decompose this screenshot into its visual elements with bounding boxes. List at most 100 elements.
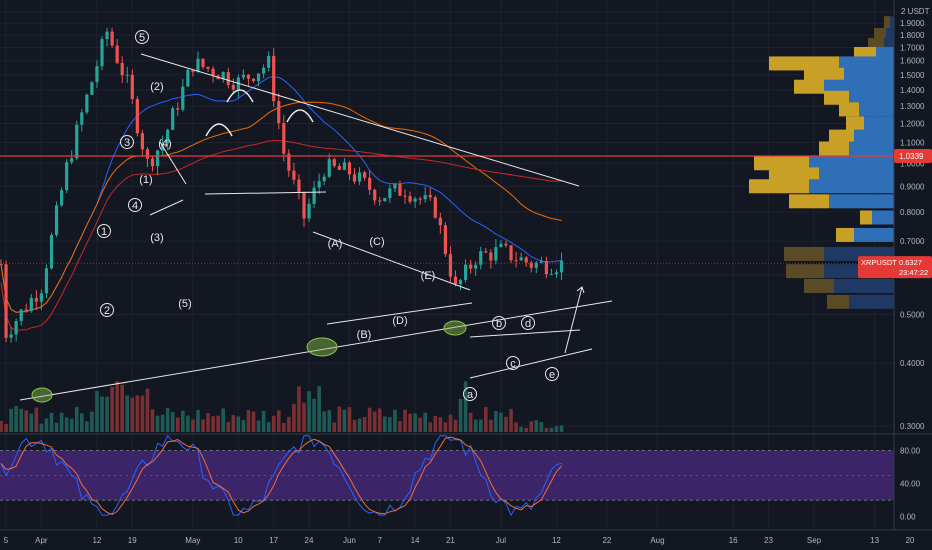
volume-bar <box>524 427 528 432</box>
candle-body <box>307 203 311 219</box>
candle-body <box>489 252 493 261</box>
profile-down <box>824 90 849 105</box>
volume-bar <box>9 408 13 432</box>
candle-body <box>246 74 251 79</box>
volume-bar <box>64 417 69 432</box>
volume-bar <box>484 406 488 432</box>
candle-body <box>267 55 271 68</box>
y-tick-label: 1.3000 <box>900 102 925 111</box>
x-tick-label: 7 <box>377 536 382 545</box>
volume-bar <box>54 422 59 432</box>
volume-profile <box>749 16 894 309</box>
volume-bar <box>297 386 301 432</box>
volume-bar <box>534 420 539 432</box>
volume-bar <box>69 418 74 432</box>
profile-up <box>886 27 894 42</box>
profile-up <box>864 116 894 131</box>
profile-up <box>809 179 894 194</box>
osc-y-tick: 0.00 <box>900 513 916 522</box>
profile-up <box>834 278 894 293</box>
profile-down <box>754 156 809 171</box>
profile-down <box>846 116 864 131</box>
x-tick-label: 13 <box>870 536 879 545</box>
triangle-upper-line <box>469 329 581 338</box>
volume-bar <box>494 410 498 432</box>
candle-body <box>327 159 331 177</box>
abc-lower-line <box>326 302 473 325</box>
candle-body <box>544 260 548 275</box>
volume-bar <box>115 381 119 432</box>
y-tick-label: 1.5000 <box>900 71 925 80</box>
candle-body <box>292 170 296 180</box>
volume-bar <box>342 409 347 432</box>
candlesticks[interactable] <box>0 27 564 343</box>
volume-bar <box>433 415 438 432</box>
profile-down <box>860 210 872 225</box>
y-tick-label: 1.4000 <box>900 86 925 95</box>
candle-body <box>347 162 352 175</box>
candle-body <box>287 153 291 171</box>
volume-bar <box>100 396 104 432</box>
volume-bar <box>302 402 306 432</box>
volume-bar <box>231 415 236 432</box>
y-tick-label: 0.3000 <box>900 422 925 431</box>
candle-body <box>135 98 139 134</box>
volume-bar <box>0 420 3 432</box>
wave-label: c <box>510 358 516 370</box>
profile-down <box>789 194 829 209</box>
top-arc <box>286 109 314 123</box>
wave-label: 5 <box>139 32 145 44</box>
volume-bar <box>504 416 508 432</box>
candle-body <box>559 260 564 273</box>
volume-bar <box>90 411 94 432</box>
candle-body <box>504 243 508 246</box>
abc-upper-line <box>312 231 471 291</box>
x-tick-label: 12 <box>552 536 561 545</box>
volume-bar <box>85 421 89 432</box>
y-tick-label: 0.7000 <box>900 237 925 246</box>
x-tick-label: 17 <box>269 536 278 545</box>
volume-bar <box>95 390 99 432</box>
volume-bar <box>377 408 382 432</box>
candle-body <box>484 251 488 253</box>
volume-bar <box>80 413 84 432</box>
volume-bar <box>519 426 523 432</box>
wave-label: (4) <box>158 138 171 150</box>
candle-body <box>24 309 28 312</box>
volume-bar <box>418 417 422 432</box>
wave-label: 3 <box>124 137 130 149</box>
volume-bar <box>327 410 332 432</box>
candle-body <box>529 262 533 268</box>
profile-down <box>769 56 839 71</box>
volume-bar <box>489 419 493 432</box>
candle-body <box>474 264 478 269</box>
y-tick-label: 1.7000 <box>900 43 925 52</box>
candle-body <box>176 108 180 110</box>
volume-bar <box>29 413 34 432</box>
candle-body <box>186 70 190 87</box>
candle-body <box>398 183 402 196</box>
volume-bar <box>403 409 407 432</box>
top-arc <box>226 89 254 103</box>
profile-up <box>859 102 894 117</box>
profile-up <box>849 294 894 309</box>
volume-bar <box>44 418 49 432</box>
profile-down <box>784 246 824 261</box>
volume-bar <box>423 412 427 432</box>
profile-up <box>809 156 894 171</box>
y-tick-label: 1.0000 <box>900 159 925 168</box>
candle-body <box>206 66 210 69</box>
osc-y-tick: 80.00 <box>900 447 921 456</box>
volume-bar <box>241 419 246 432</box>
volume-bar <box>196 409 200 432</box>
candle-body <box>479 251 483 265</box>
level-badge <box>894 148 932 163</box>
x-tick-label: Jun <box>343 536 356 545</box>
volume-bar <box>408 413 412 432</box>
volume-bar <box>165 407 170 432</box>
candle-body <box>49 235 54 269</box>
volume-bars <box>0 381 564 432</box>
wave-label-circle <box>506 356 520 370</box>
candle-body <box>368 177 372 190</box>
